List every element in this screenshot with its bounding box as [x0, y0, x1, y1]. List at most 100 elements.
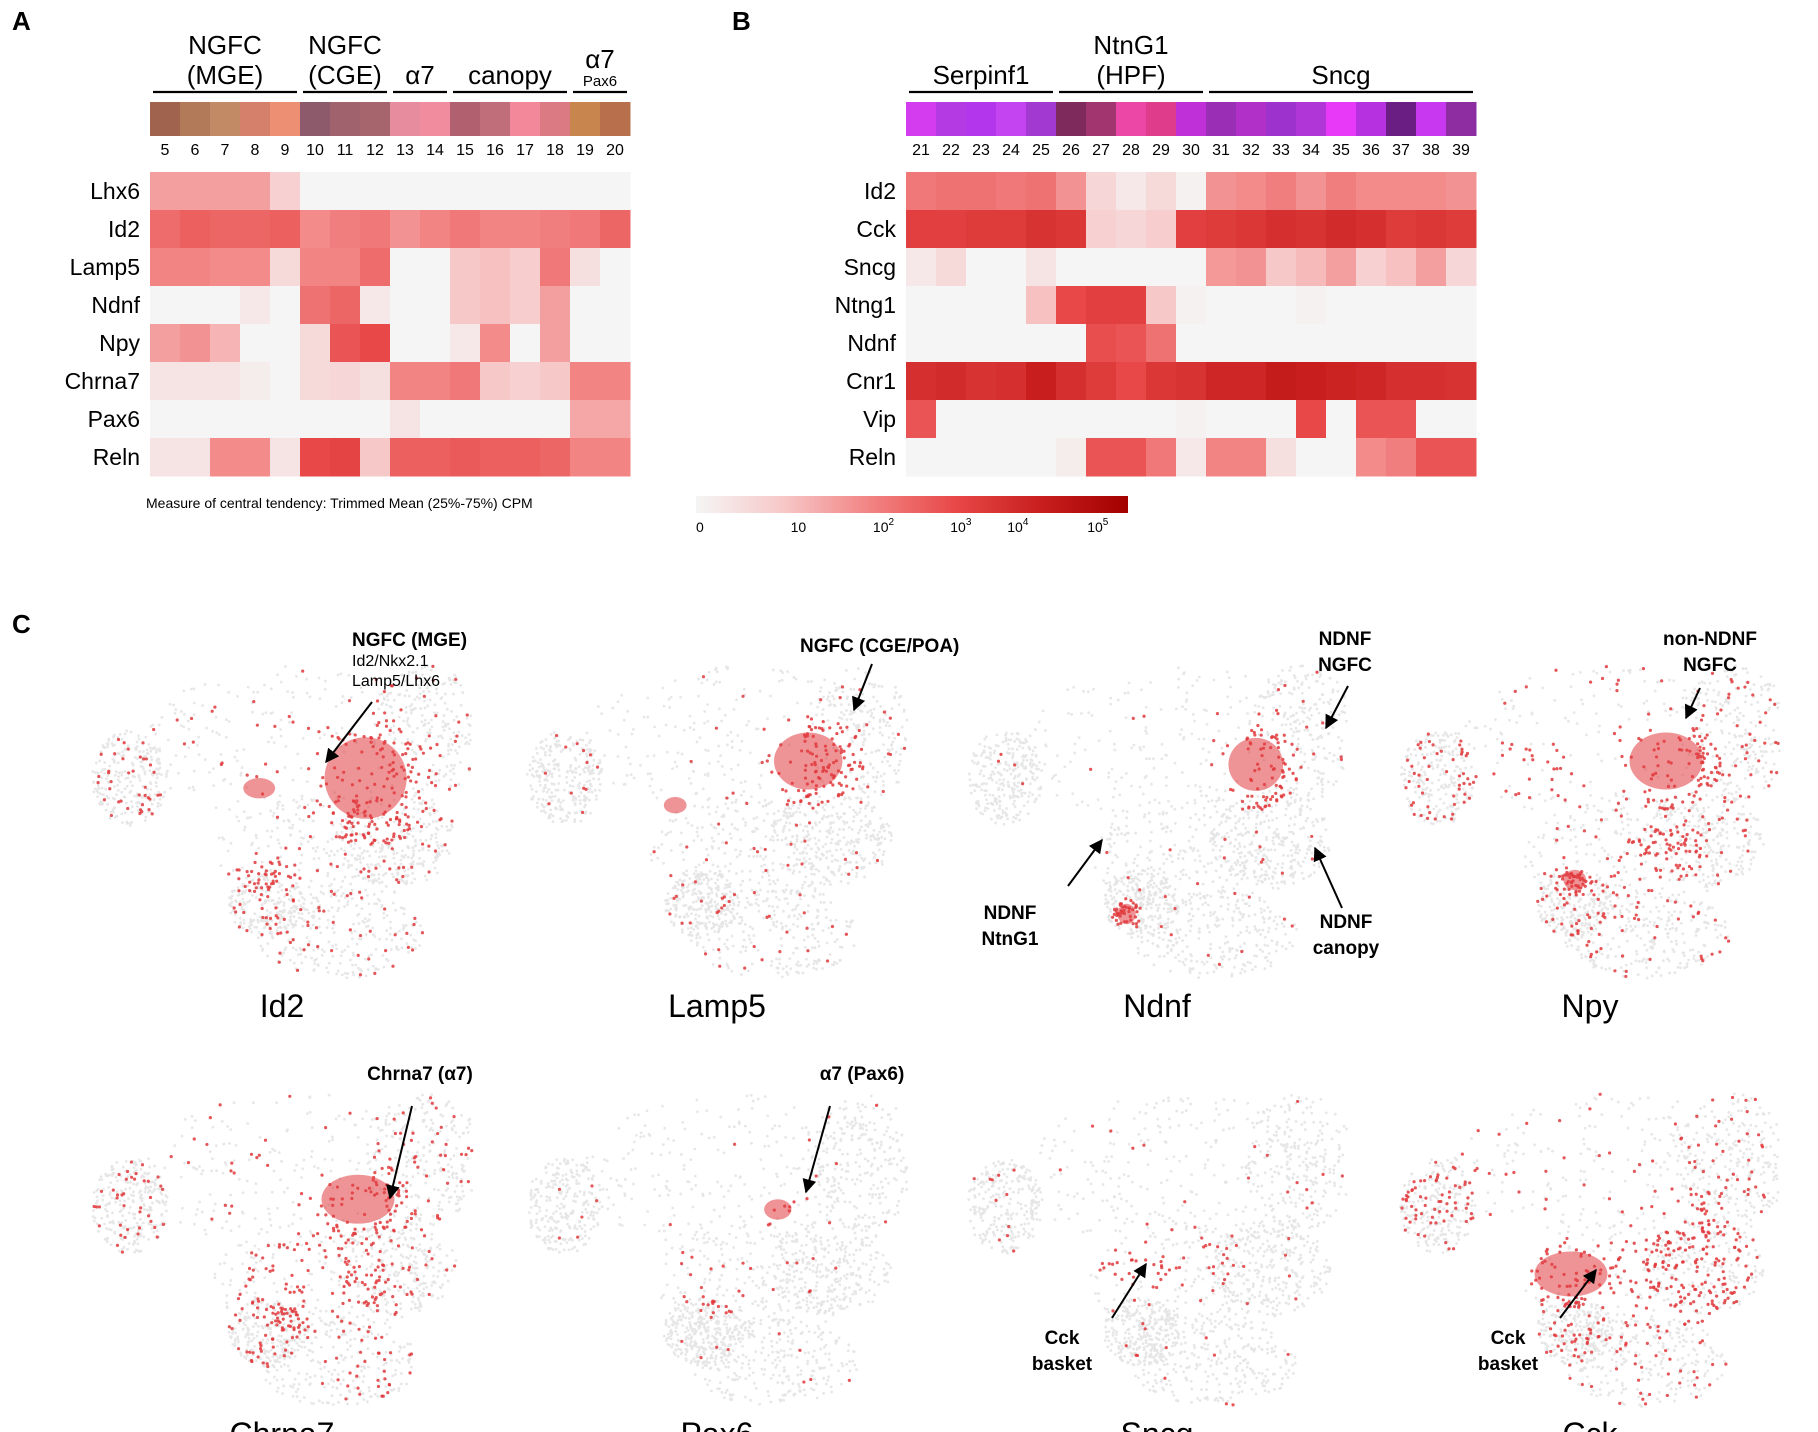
heatmap-cell: [1386, 248, 1417, 287]
umap-gene-label: Ndnf: [1123, 988, 1191, 1024]
gene-row-label: Ntng1: [835, 292, 896, 318]
colorbar: 0 10 102 103 104 105: [696, 496, 1128, 535]
heatmap-cell: [1416, 400, 1447, 439]
heatmap-cell: [510, 438, 541, 477]
heatmap-cell: [180, 248, 211, 287]
gene-row-label: Npy: [99, 330, 140, 356]
umap-points-background: [91, 664, 473, 980]
heatmap-cell: [1326, 248, 1357, 287]
heatmap-cell: [330, 286, 361, 325]
gene-row-label: Ndnf: [847, 330, 896, 356]
heatmap-cell: [1116, 438, 1147, 477]
cluster-number: 17: [516, 142, 534, 159]
heatmap-cell: [540, 286, 571, 325]
heatmap-cell: [1296, 324, 1327, 363]
heatmap-cell: [540, 248, 571, 287]
heatmap-cell: [570, 172, 601, 211]
heatmap-cell: [966, 210, 997, 249]
heatmap-cell: [1266, 172, 1297, 211]
cluster-number: 32: [1242, 142, 1260, 159]
heatmap-cell: [1116, 362, 1147, 401]
umap-annotation-label: NGFC (CGE/POA): [800, 636, 959, 657]
heatmap-cell: [1266, 400, 1297, 439]
umap-annotation-label: Cck basket: [1478, 1328, 1539, 1375]
heatmap-cell: [1386, 438, 1417, 477]
gene-row-label: Id2: [108, 216, 140, 242]
heatmap-cell: [150, 438, 181, 477]
heatmap-cell: [480, 324, 511, 363]
heatmap-cell: [330, 400, 361, 439]
heatmap-cell: [1296, 362, 1327, 401]
heatmap-cell: [1326, 324, 1357, 363]
cluster-color-swatch: [480, 102, 511, 136]
umap-hotspot: [1629, 732, 1703, 790]
cluster-color-swatch: [570, 102, 601, 136]
heatmap-cell: [936, 248, 967, 287]
heatmap-cell: [1266, 248, 1297, 287]
heatmap-cell: [1146, 324, 1177, 363]
heatmap-cell: [966, 286, 997, 325]
heatmap-cell: [966, 362, 997, 401]
heatmap-cell: [600, 210, 631, 249]
heatmap-cell: [936, 362, 967, 401]
heatmap-cell: [150, 286, 181, 325]
heatmap-cell: [1116, 210, 1147, 249]
heatmap-cell: [1086, 210, 1117, 249]
cluster-number: 5: [161, 142, 170, 159]
heatmap-cell: [540, 210, 571, 249]
gene-row-label: Cnr1: [846, 368, 896, 394]
heatmap-cell: [996, 248, 1027, 287]
heatmap-cell: [1326, 286, 1357, 325]
umap-panel: Chrna7: [91, 1093, 474, 1432]
annotation-arrow: [386, 1105, 413, 1200]
cluster-color-swatch: [210, 102, 241, 136]
group-header-label: Sncg: [1311, 60, 1370, 90]
heatmap-cell: [1116, 400, 1147, 439]
heatmap-cell: [420, 248, 451, 287]
heatmap-cell: [360, 324, 391, 363]
heatmap-b: Serpinf1 NtnG1(HPF) Sncg 21 22 23 24 25 26 27 28 29…: [835, 30, 1477, 477]
gene-row-label: Lhx6: [90, 178, 140, 204]
cluster-number: 39: [1452, 142, 1470, 159]
heatmap-cell: [1206, 438, 1237, 477]
umap-panels: Id2 Lamp5 Ndnf Npy Chrna7 Pax6 Sncg Cck: [91, 664, 1781, 1432]
heatmap-cell: [1026, 400, 1057, 439]
heatmap-cell: [210, 324, 241, 363]
heatmap-cell: [966, 172, 997, 211]
heatmap-cell: [150, 362, 181, 401]
heatmap-cell: [1266, 210, 1297, 249]
heatmap-cell: [1356, 400, 1387, 439]
heatmap-cell: [360, 400, 391, 439]
umap-gene-label: Chrna7: [230, 1416, 335, 1432]
gene-row-label: Id2: [864, 178, 896, 204]
heatmap-cell: [1326, 362, 1357, 401]
heatmap-cell: [1326, 438, 1357, 477]
heatmap-cell: [270, 248, 301, 287]
heatmap-cell: [1356, 210, 1387, 249]
colorbar-tick-label: 0: [696, 519, 704, 535]
heatmap-cell: [1326, 172, 1357, 211]
cluster-color-swatch: [300, 102, 331, 136]
heatmap-cell: [1146, 400, 1177, 439]
umap-panel: Npy: [1399, 664, 1781, 1024]
heatmap-cell: [600, 324, 631, 363]
heatmap-cell: [1296, 286, 1327, 325]
cluster-number: 6: [191, 142, 200, 159]
umap-gene-label: Id2: [260, 988, 304, 1024]
heatmap-cell: [1176, 210, 1207, 249]
heatmap-cell: [180, 210, 211, 249]
heatmap-cell: [1026, 362, 1057, 401]
cluster-number: 11: [337, 142, 354, 159]
heatmap-cell: [570, 438, 601, 477]
cluster-color-swatch: [1146, 102, 1177, 136]
heatmap-cell: [936, 400, 967, 439]
heatmap-cell: [420, 286, 451, 325]
heatmap-cell: [1146, 286, 1177, 325]
cluster-number: 22: [942, 142, 960, 159]
cluster-number: 38: [1422, 142, 1440, 159]
heatmap-cell: [1236, 362, 1267, 401]
heatmap-cell: [270, 438, 301, 477]
heatmap-cell: [1236, 210, 1267, 249]
heatmap-cell: [1116, 286, 1147, 325]
cluster-color-swatch: [450, 102, 481, 136]
